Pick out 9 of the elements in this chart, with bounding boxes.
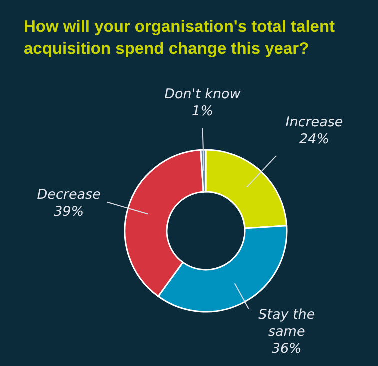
chart-title: How will your organisation's total talent acquisition spend change this year? bbox=[24, 17, 336, 60]
data-label: 1% bbox=[192, 104, 214, 120]
data-label: 24% bbox=[300, 131, 330, 148]
slice-label: Decrease bbox=[37, 186, 101, 203]
slice-label: Don't know bbox=[164, 86, 242, 103]
data-label: 36% bbox=[272, 340, 302, 357]
slice-label: Stay the same bbox=[258, 306, 316, 340]
data-label: 39% bbox=[54, 204, 84, 220]
slice-label: Increase bbox=[286, 114, 344, 130]
